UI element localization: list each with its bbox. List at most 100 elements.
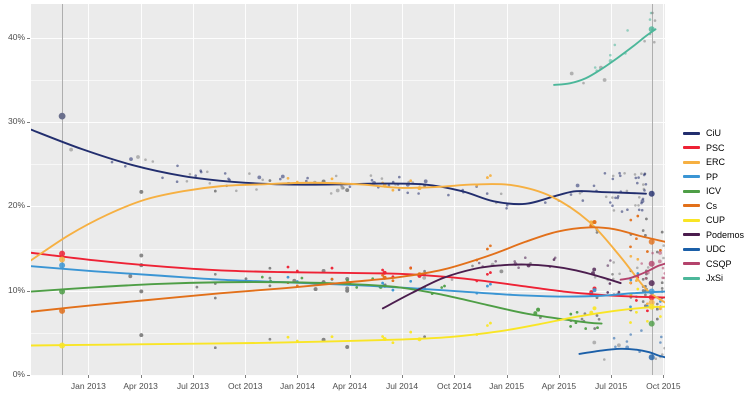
x-axis-tick [349, 375, 351, 378]
poll-point [486, 273, 489, 276]
legend-item-csqp[interactable]: CSQP [683, 257, 749, 272]
legend-item-pp[interactable]: PP [683, 170, 749, 185]
y-axis-label: 20% [7, 200, 25, 211]
poll-point [641, 278, 645, 281]
poll-point [636, 181, 639, 185]
poll-point [636, 266, 639, 270]
poll-point [348, 185, 352, 189]
legend-item-udc[interactable]: UDC [683, 242, 749, 257]
election-result-2012-cs [59, 307, 66, 314]
poll-point [569, 312, 573, 316]
legend-item-icv[interactable]: ICV [683, 184, 749, 199]
legend-item-cs[interactable]: Cs [683, 199, 749, 214]
legend-item-cup[interactable]: CUP [683, 213, 749, 228]
poll-point [151, 160, 155, 163]
gridline-y [31, 375, 665, 376]
poll-point [544, 201, 547, 204]
poll-point [659, 341, 662, 344]
poll-point [398, 175, 401, 179]
legend-item-ciu[interactable]: CiU [683, 126, 749, 141]
legend-item-jxsi[interactable]: JxSi [683, 271, 749, 286]
poll-point [612, 277, 615, 281]
gridline-y-minor [31, 248, 665, 250]
poll-point [268, 284, 272, 288]
poll-point [355, 286, 359, 289]
poll-point [640, 208, 644, 212]
x-axis-label: Jul 2014 [385, 381, 419, 391]
election-result-2015-udc [648, 354, 655, 361]
poll-point [634, 176, 638, 180]
poll-point [646, 266, 650, 269]
poll-point [616, 195, 620, 198]
legend-color-swatch [683, 131, 700, 135]
poll-point [646, 250, 649, 253]
poll-point [636, 214, 640, 218]
poll-point [381, 274, 384, 277]
poll-point [641, 197, 645, 201]
x-axis-label: Jul 2015 [595, 381, 628, 391]
election-result-2012-erc [59, 256, 66, 263]
poll-point [635, 279, 638, 282]
poll-point [330, 277, 334, 281]
x-axis-tick [454, 375, 456, 378]
poll-point [306, 176, 309, 180]
x-axis-label: Apr 2015 [541, 381, 577, 391]
poll-point [637, 208, 641, 212]
poll-point [279, 177, 282, 181]
poll-point [612, 209, 616, 212]
poll-point [592, 306, 597, 311]
poll-point [176, 164, 179, 168]
series-line-jxsi [553, 28, 657, 86]
x-axis-tick [558, 375, 560, 378]
poll-point [261, 275, 264, 279]
poll-point [175, 180, 179, 183]
poll-point [660, 335, 663, 339]
poll-point [604, 195, 608, 199]
poll-point [300, 276, 304, 280]
poll-point [409, 280, 413, 283]
poll-point [345, 345, 350, 349]
poll-point [595, 314, 599, 317]
legend-item-podemos[interactable]: Podemos [683, 228, 749, 243]
poll-point [592, 220, 597, 225]
poll-point [471, 264, 474, 268]
x-axis-label: Oct 2013 [227, 381, 263, 391]
legend-label: JxSi [706, 273, 724, 284]
poll-point [397, 188, 401, 192]
poll-point [653, 19, 657, 22]
election-result-2015-pp [648, 288, 655, 295]
poll-point [646, 320, 649, 323]
x-axis-label: Jan 2014 [279, 381, 315, 391]
poll-point [380, 177, 384, 180]
legend-item-erc[interactable]: ERC [683, 155, 749, 170]
election-result-2015-cs [648, 238, 655, 245]
poll-point [489, 174, 492, 177]
poll-point [635, 311, 638, 314]
poll-point [381, 335, 384, 338]
poll-point [128, 274, 133, 279]
poll-point [489, 321, 492, 325]
poll-point [593, 327, 596, 330]
legend-item-psc[interactable]: PSC [683, 141, 749, 156]
poll-point [592, 184, 596, 188]
x-axis-tick [402, 375, 404, 378]
poll-point [286, 335, 290, 339]
x-axis-label: Jul 2013 [176, 381, 209, 391]
poll-point [646, 302, 649, 306]
poll-point [536, 307, 540, 312]
poll-point [609, 259, 612, 262]
poll-point [477, 261, 481, 265]
poll-point [633, 173, 637, 176]
series-line-udc [578, 347, 665, 359]
legend-color-swatch [683, 175, 700, 179]
poll-point [614, 196, 617, 200]
poll-point [636, 258, 640, 261]
poll-point [268, 179, 272, 182]
poll-point [286, 275, 290, 279]
poll-point [661, 266, 665, 270]
y-axis-label: 10% [7, 284, 25, 295]
series-line-psc [31, 251, 665, 299]
poll-point [659, 315, 662, 318]
poll-point [214, 189, 217, 193]
